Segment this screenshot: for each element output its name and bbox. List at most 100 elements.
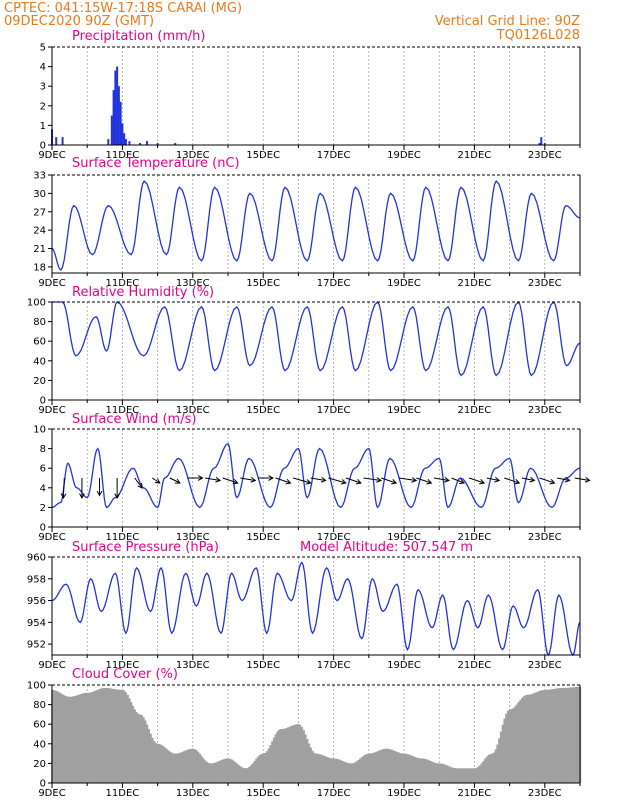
x-tick-label: 17DEC [317,405,351,416]
wind-arrow-head [355,478,362,485]
cloud-bar [228,758,231,783]
precip-bar [61,137,64,145]
cloud-bar [68,696,71,783]
wind-arrow [521,477,535,481]
x-tick-label: 11DEC [106,660,140,671]
x-tick-label: 13DEC [176,278,210,289]
cloud-bar [570,687,573,783]
precip-bar [128,141,131,145]
cloud-bar [130,702,133,783]
cloud-bar [63,695,66,783]
cloud-bar [75,695,78,783]
cloud-bar [225,758,228,783]
cloud-bar [246,767,249,783]
x-tick-label: 19DEC [387,788,421,799]
cloud-bar [341,760,344,783]
cloud-bar [418,758,422,783]
precip-bar [117,86,120,145]
y-tick-label: 80 [33,317,46,328]
cloud-bar [170,752,173,783]
cloud-bar [318,754,321,783]
cloud-bar [343,761,346,783]
header-grid-note: Vertical Grid Line: 90Z [435,14,580,29]
x-tick-label: 9DEC [38,788,65,799]
cloud-bar [147,729,150,783]
cloud-bar [339,760,342,783]
cloud-cover-title: Cloud Cover (%) [72,667,178,682]
cloud-bar [308,743,311,783]
cloud-bar [253,760,256,783]
cloud-bar [373,752,376,783]
cloud-bar [563,687,566,783]
x-tick-label: 23DEC [528,660,562,671]
humidity-title: Relative Humidity (%) [72,285,214,300]
cloud-bar [265,751,268,783]
cloud-bar [292,725,295,783]
cloud-bar [399,753,402,783]
wind-arrow-head [494,476,501,483]
cloud-bar [278,729,281,783]
cloud-bar [103,687,106,783]
x-tick-label: 13DEC [176,788,210,799]
cloud-bar [362,755,365,783]
cloud-bar [427,760,430,783]
cloud-bar [276,731,279,783]
wind-arrow-head [584,477,591,483]
precip-bar [146,141,149,145]
cloud-bar [297,724,300,783]
precip-bar [55,137,58,145]
wind-arrow-head [340,479,347,485]
x-tick-label: 23DEC [528,278,562,289]
cloud-bar [334,758,337,783]
cloud-bar [390,749,393,783]
wind-arrow-head [376,477,383,483]
y-tick-label: 80 [33,700,46,711]
cloud-bar [211,763,214,783]
cloud-bar [501,724,504,783]
cloud-bar [575,687,578,783]
wind-arrow-head [114,493,120,500]
cloud-bar [132,705,135,783]
cloud-bar [510,709,513,783]
x-tick-label: 19DEC [387,278,421,289]
wind-arrow [205,477,221,481]
series-line [51,442,581,509]
cloud-bar [484,758,487,783]
cloud-bar [197,751,200,783]
x-tick-label: 15DEC [246,150,280,161]
cloud-bar [491,753,494,783]
cloud-bar [452,767,455,783]
wind-arrow [363,477,382,481]
cloud-bar [492,752,495,783]
cloud-bar [82,693,85,783]
wind-arrow-head [60,493,67,500]
cloud-bar [216,761,219,783]
cloud-bar [374,751,378,783]
cloud-bar [577,686,580,783]
cloud-bar [186,749,189,783]
cloud-bar [135,712,138,783]
wind-arrow-head [305,479,312,485]
cloud-bar [366,753,369,783]
cloud-bar [417,758,420,783]
cloud-bar [429,760,432,783]
y-tick-label: 4 [40,483,46,494]
cloud-bar [558,688,561,783]
y-tick-label: 60 [33,720,46,731]
x-tick-label: 15DEC [246,405,280,416]
cloud-bar [299,724,302,783]
temperature-title: Surface Temperature (nC) [72,156,240,171]
cloud-bar [105,687,108,783]
precip-bar [119,101,122,145]
x-tick-label: 23DEC [528,788,562,799]
cloud-bar [420,758,423,783]
wind-arrow-head [154,478,161,484]
cloud-bar [536,691,539,783]
x-tick-label: 13DEC [176,532,210,543]
cloud-bar [406,754,409,783]
cloud-bar [271,741,274,783]
cloud-cover-panel: Cloud Cover (%) 0 20 40 60 80 100 9DEC 11DEC 13D… [27,667,582,799]
cloud-bar [385,748,388,783]
wind-arrow-head [391,478,398,485]
precip-bar [110,115,113,145]
